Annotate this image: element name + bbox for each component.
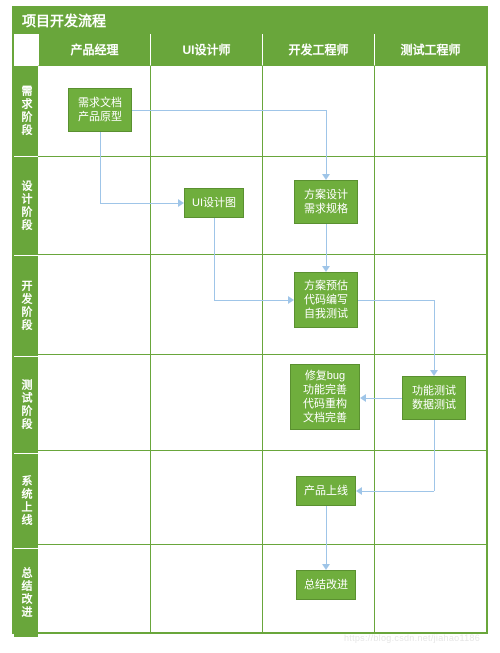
grid-hline [38, 450, 486, 451]
flow-node: 功能测试 数据测试 [402, 376, 466, 420]
flow-node: UI设计图 [184, 188, 244, 218]
flow-node: 产品上线 [296, 476, 356, 506]
flow-edge [132, 110, 326, 111]
flow-edge [214, 300, 288, 301]
flow-edge [358, 300, 434, 301]
grid-hline [38, 254, 486, 255]
flow-node: 方案预估 代码编写 自我测试 [294, 272, 358, 328]
flowchart-diagram: 项目开发流程 产品经理UI设计师开发工程师测试工程师 需求阶段设计阶段开发阶段测… [12, 6, 488, 634]
row-header: 需求阶段 [14, 66, 38, 156]
flow-edge [366, 398, 402, 399]
row-header: 测试阶段 [14, 356, 38, 453]
grid-hline [38, 544, 486, 545]
grid-vline [374, 66, 375, 632]
flow-node: 总结改进 [296, 570, 356, 600]
flow-node: 修复bug 功能完善 代码重构 文档完善 [290, 364, 360, 430]
flow-node: 方案设计 需求规格 [294, 180, 358, 224]
flow-edge [326, 110, 327, 174]
flow-edge [326, 224, 327, 266]
row-header: 开发阶段 [14, 255, 38, 356]
row-header: 系统上线 [14, 453, 38, 548]
column-header: 产品经理 [38, 34, 150, 66]
flow-node: 需求文档 产品原型 [68, 88, 132, 132]
column-header: 开发工程师 [262, 34, 374, 66]
flow-edge [434, 420, 435, 491]
arrowhead-icon [356, 487, 362, 495]
column-headers: 产品经理UI设计师开发工程师测试工程师 [38, 34, 486, 66]
flow-edge [214, 218, 215, 300]
diagram-title: 项目开发流程 [14, 8, 486, 34]
column-header: UI设计师 [150, 34, 262, 66]
grid-vline [262, 66, 263, 632]
grid-hline [38, 156, 486, 157]
grid-hline [38, 354, 486, 355]
flow-edge [362, 491, 434, 492]
row-headers: 需求阶段设计阶段开发阶段测试阶段系统上线总结改进 [14, 66, 38, 632]
arrowhead-icon [360, 394, 366, 402]
flow-edge [100, 132, 101, 203]
column-header: 测试工程师 [374, 34, 486, 66]
row-header: 总结改进 [14, 548, 38, 637]
grid-vline [150, 66, 151, 632]
watermark: https://blog.csdn.net/jiahao1186 [344, 633, 480, 643]
row-header: 设计阶段 [14, 156, 38, 255]
flow-edge [100, 203, 178, 204]
swimlane-grid: 需求文档 产品原型 UI设计图 方案设计 需求规格方案预估 代码编写 自我测试修复b… [38, 66, 486, 632]
flow-edge [434, 300, 435, 370]
flow-edge [326, 506, 327, 564]
